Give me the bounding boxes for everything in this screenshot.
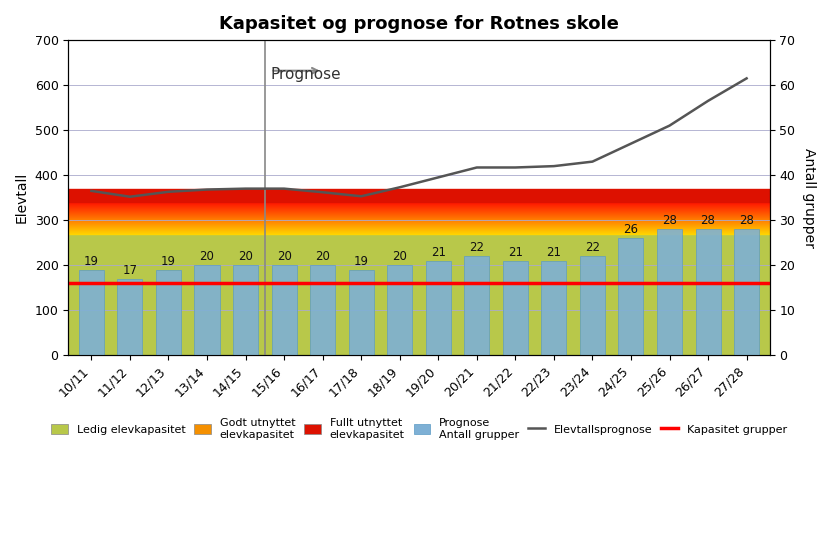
Bar: [118, 278, 143, 355]
Bar: [503, 261, 528, 355]
Title: Kapasitet og prognose for Rotnes skole: Kapasitet og prognose for Rotnes skole: [219, 15, 619, 33]
Bar: [387, 265, 412, 355]
Bar: [657, 229, 682, 355]
Text: 28: 28: [739, 214, 754, 227]
Bar: [156, 270, 181, 355]
Legend: Ledig elevkapasitet, Godt utnyttet
elevkapasitet, Fullt utnyttet
elevkapasitet, : Ledig elevkapasitet, Godt utnyttet elevk…: [47, 414, 791, 444]
Text: 28: 28: [701, 214, 716, 227]
Text: 20: 20: [315, 250, 330, 263]
Text: 21: 21: [546, 246, 561, 259]
Text: 20: 20: [239, 250, 253, 263]
Bar: [619, 238, 644, 355]
Bar: [79, 270, 104, 355]
Bar: [233, 265, 258, 355]
Text: 22: 22: [470, 241, 485, 255]
Text: 26: 26: [624, 223, 639, 237]
Bar: [425, 261, 451, 355]
Bar: [349, 270, 374, 355]
Text: 19: 19: [161, 255, 176, 268]
Text: 17: 17: [123, 264, 138, 277]
Text: Prognose: Prognose: [270, 67, 341, 82]
Text: 20: 20: [392, 250, 407, 263]
Bar: [541, 261, 566, 355]
Text: 21: 21: [431, 246, 445, 259]
Bar: [465, 256, 490, 355]
Bar: [580, 256, 605, 355]
Text: 20: 20: [199, 250, 214, 263]
Text: 22: 22: [585, 241, 600, 255]
Bar: [194, 265, 219, 355]
Text: 19: 19: [84, 255, 99, 268]
Bar: [696, 229, 721, 355]
Text: 19: 19: [354, 255, 369, 268]
Y-axis label: Antall grupper: Antall grupper: [802, 148, 816, 247]
Text: 28: 28: [662, 214, 677, 227]
Text: 21: 21: [508, 246, 523, 259]
Text: 20: 20: [277, 250, 292, 263]
Bar: [272, 265, 297, 355]
Y-axis label: Elevtall: Elevtall: [15, 172, 29, 223]
Bar: [734, 229, 759, 355]
Bar: [310, 265, 335, 355]
